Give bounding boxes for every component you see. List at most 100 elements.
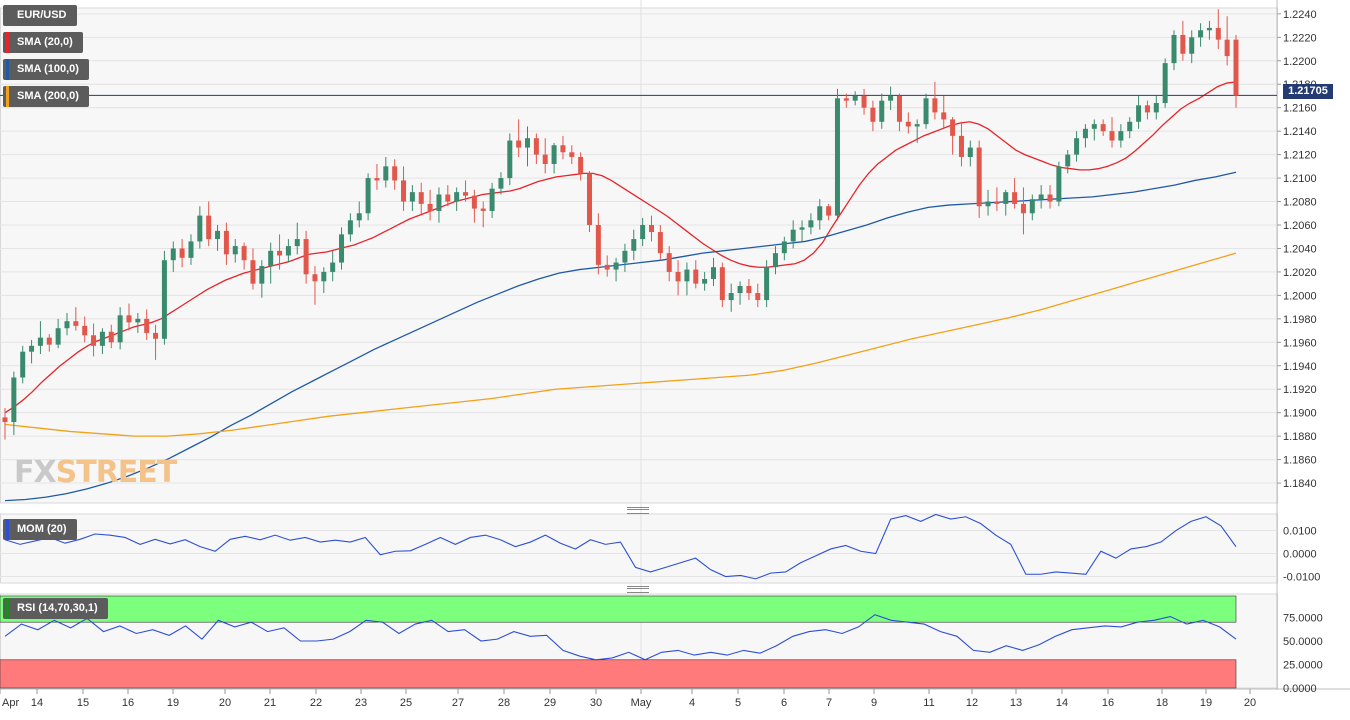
candle-body xyxy=(347,220,353,235)
candle-body xyxy=(170,248,176,261)
candle xyxy=(73,307,79,331)
time-tick-label: 19 xyxy=(1200,697,1212,709)
candle-body xyxy=(525,138,531,148)
candle xyxy=(967,140,973,167)
candle xyxy=(640,217,646,247)
candle xyxy=(1012,178,1018,209)
price-tick-label: 1.1900 xyxy=(1283,408,1317,420)
candle-body xyxy=(20,351,26,378)
legend-sma100[interactable]: SMA (100,0) xyxy=(3,59,89,80)
candle-body xyxy=(1233,39,1239,96)
candle xyxy=(976,140,982,218)
candle xyxy=(126,303,132,331)
candle-body xyxy=(1065,154,1071,167)
price-tick-label: 1.2140 xyxy=(1283,126,1317,138)
time-tick-label: Apr xyxy=(2,697,19,709)
legend-sma20[interactable]: SMA (20,0) xyxy=(3,32,83,53)
candle xyxy=(1020,187,1026,235)
candle-body xyxy=(817,206,823,221)
candle xyxy=(1162,58,1168,108)
fxstreet-logo: FXSTREET xyxy=(14,455,178,490)
candle-body xyxy=(1153,103,1159,113)
candle xyxy=(852,91,858,106)
candle xyxy=(790,220,796,249)
candle-body xyxy=(206,215,212,240)
candle-body xyxy=(250,260,256,284)
candle xyxy=(303,230,309,284)
candle xyxy=(1153,95,1159,120)
candle-body xyxy=(259,266,265,284)
legend-sma200-label: SMA (200,0) xyxy=(17,90,79,102)
price-tick-label: 1.2220 xyxy=(1283,32,1317,44)
legend-swatch xyxy=(6,59,9,80)
candle xyxy=(179,239,185,268)
candle xyxy=(781,236,787,261)
time-tick-label: 22 xyxy=(310,697,322,709)
time-tick-label: 15 xyxy=(77,697,89,709)
price-tick-label: 1.1940 xyxy=(1283,361,1317,373)
price-tick-label: 1.2240 xyxy=(1283,9,1317,21)
price-tick-label: 1.1840 xyxy=(1283,478,1317,490)
candle-body xyxy=(666,253,672,272)
candle-body xyxy=(215,230,221,240)
candle-body xyxy=(710,267,716,279)
candle xyxy=(232,239,238,263)
candle xyxy=(1109,117,1115,148)
legend-swatch xyxy=(6,598,9,619)
legend-swatch xyxy=(6,86,9,107)
candle-body xyxy=(675,271,681,282)
candle xyxy=(259,260,265,298)
candle xyxy=(135,312,141,333)
candle-body xyxy=(179,248,185,258)
candle xyxy=(268,242,274,284)
time-tick-label: 6 xyxy=(781,697,787,709)
candle-body xyxy=(631,239,637,251)
candle xyxy=(1136,95,1142,129)
candle-body xyxy=(613,262,619,270)
candle-body xyxy=(303,239,309,275)
candle xyxy=(463,180,469,202)
candle-body xyxy=(578,156,584,174)
pane-resize-handle[interactable] xyxy=(627,507,649,514)
legend-sma200[interactable]: SMA (200,0) xyxy=(3,86,89,107)
candle-body xyxy=(330,262,336,272)
legend-rsi[interactable]: RSI (14,70,30,1) xyxy=(3,598,108,619)
rsi-tick-label: 0.0000 xyxy=(1283,683,1317,695)
candle-body xyxy=(1198,30,1204,38)
legend-mom[interactable]: MOM (20) xyxy=(3,519,77,540)
candle-body xyxy=(126,315,132,323)
pane-resize-handle[interactable] xyxy=(627,586,649,593)
candle xyxy=(755,283,761,308)
candle xyxy=(321,267,327,294)
candle-body xyxy=(401,180,407,202)
candle xyxy=(560,135,566,160)
axis-labels: 1.22401.22201.22001.21801.21601.21401.21… xyxy=(2,9,1323,709)
candle-body xyxy=(923,98,929,125)
candle-body xyxy=(560,145,566,153)
candle-body xyxy=(445,194,451,202)
candle xyxy=(1091,119,1097,141)
candle xyxy=(1065,149,1071,174)
candle-body xyxy=(905,121,911,127)
candle-body xyxy=(693,269,699,284)
candle-body xyxy=(418,192,424,204)
candle xyxy=(1206,20,1212,40)
candle-body xyxy=(790,229,796,242)
legend-symbol[interactable]: EUR/USD xyxy=(3,5,77,26)
price-tick-label: 1.2120 xyxy=(1283,150,1317,162)
candle xyxy=(365,173,371,221)
logo-street: STREET xyxy=(55,455,178,490)
candle xyxy=(507,133,513,186)
candle-body xyxy=(852,95,858,101)
candle-body xyxy=(161,260,167,339)
candle-body xyxy=(1189,37,1195,54)
candle xyxy=(2,407,8,440)
price-tick-label: 1.1980 xyxy=(1283,314,1317,326)
candle-body xyxy=(1003,192,1009,204)
candle-body xyxy=(941,112,947,120)
candle-body xyxy=(1118,131,1124,141)
legend-sma100-label: SMA (100,0) xyxy=(17,63,79,75)
candle xyxy=(1224,16,1230,66)
candle-body xyxy=(383,166,389,181)
